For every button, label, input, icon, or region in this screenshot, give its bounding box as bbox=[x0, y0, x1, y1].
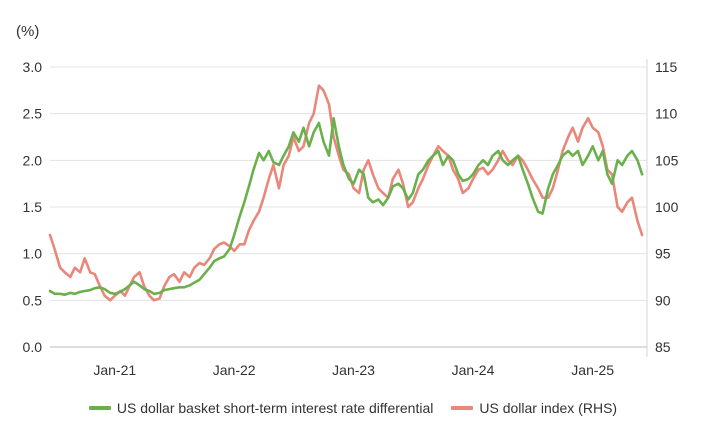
legend-item-rate-differential: US dollar basket short-term interest rat… bbox=[88, 400, 434, 416]
right-tick-label: 95 bbox=[655, 246, 671, 262]
legend-label-rate-differential: US dollar basket short-term interest rat… bbox=[116, 400, 434, 416]
right-tick-label: 110 bbox=[655, 106, 678, 122]
left-tick-label: 1.0 bbox=[23, 246, 43, 262]
legend-item-dollar-index: US dollar index (RHS) bbox=[451, 400, 617, 416]
legend-swatch-dollar-index bbox=[451, 406, 474, 410]
x-tick-label: Jan-24 bbox=[452, 362, 495, 378]
x-axis-ticks: Jan-21 Jan-22 Jan-23 Jan-24 Jan-25 bbox=[93, 362, 614, 378]
x-tick-label: Jan-22 bbox=[213, 362, 256, 378]
right-tick-label: 100 bbox=[655, 199, 679, 215]
right-tick-label: 85 bbox=[655, 339, 671, 355]
series-layer bbox=[48, 84, 644, 302]
left-tick-label: 2.5 bbox=[23, 106, 43, 122]
right-tick-label: 115 bbox=[655, 59, 678, 75]
right-tick-label: 105 bbox=[655, 152, 679, 168]
left-tick-label: 2.0 bbox=[23, 152, 43, 168]
legend: US dollar basket short-term interest rat… bbox=[0, 396, 706, 420]
left-tick-label: 0.0 bbox=[23, 339, 43, 355]
legend-swatch-rate-differential bbox=[88, 406, 111, 410]
series-line-dollar-index bbox=[48, 84, 644, 302]
left-tick-label: 3.0 bbox=[23, 59, 43, 75]
left-axis-ticks: 0.0 0.5 1.0 1.5 2.0 2.5 3.0 bbox=[23, 59, 43, 355]
right-tick-label: 90 bbox=[655, 292, 671, 308]
grid bbox=[50, 59, 648, 357]
x-tick-label: Jan-21 bbox=[93, 362, 136, 378]
left-tick-label: 1.5 bbox=[23, 199, 43, 215]
x-tick-label: Jan-25 bbox=[571, 362, 614, 378]
legend-label-dollar-index: US dollar index (RHS) bbox=[479, 400, 618, 416]
left-tick-label: 0.5 bbox=[23, 292, 43, 308]
right-axis-ticks: 85 90 95 100 105 110 115 bbox=[655, 59, 679, 355]
x-tick-label: Jan-23 bbox=[332, 362, 375, 378]
y-axis-unit-label: (%) bbox=[16, 23, 39, 40]
series-line-rate-differential bbox=[48, 117, 644, 297]
